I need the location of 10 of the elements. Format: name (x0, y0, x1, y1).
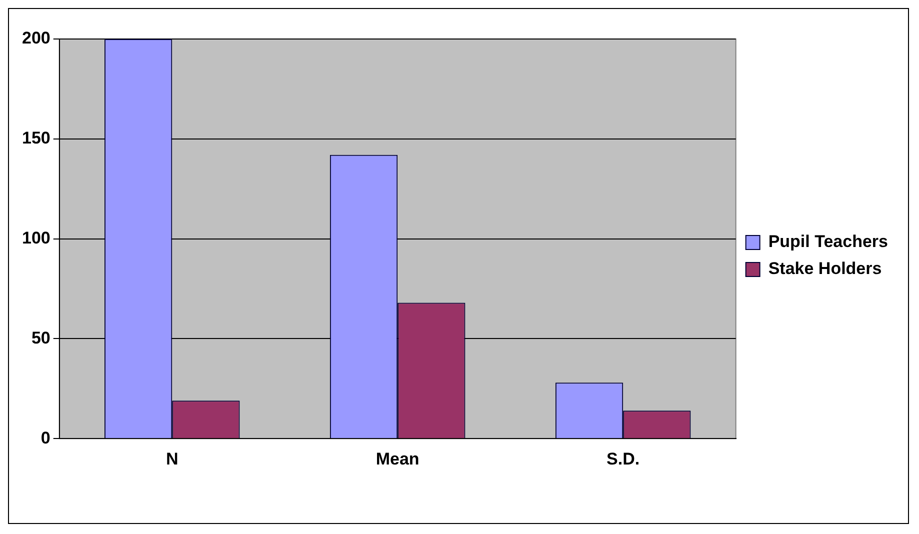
x-tick-label: Mean (376, 449, 420, 468)
y-tick-label: 150 (22, 128, 50, 148)
y-tick-label: 0 (40, 428, 50, 448)
y-tick-label: 50 (31, 328, 50, 348)
x-tick-label: N (166, 449, 178, 468)
y-tick-label: 200 (22, 28, 50, 48)
legend-label: Stake Holders (768, 259, 882, 278)
legend-label: Pupil Teachers (768, 232, 888, 252)
y-tick-label: 100 (22, 228, 50, 248)
x-tick-label: S.D. (606, 449, 640, 468)
